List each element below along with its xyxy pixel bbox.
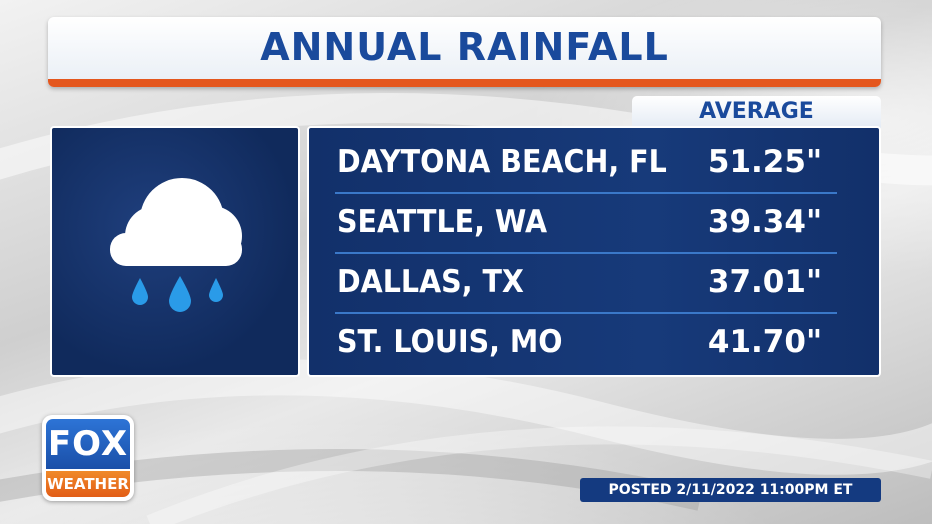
city-label: ST. LOUIS, MO: [337, 324, 563, 360]
table-row: ST. LOUIS, MO 41.70": [309, 314, 879, 374]
table-row: DALLAS, TX 37.01": [309, 254, 879, 314]
weather-icon-panel: [50, 126, 300, 377]
table-row: SEATTLE, WA 39.34": [309, 194, 879, 254]
rain-cloud-icon: [110, 178, 242, 312]
column-header-average: AVERAGE: [632, 96, 881, 128]
rainfall-value: 41.70": [707, 324, 823, 360]
posted-timestamp: POSTED 2/11/2022 11:00PM ET: [580, 478, 881, 502]
row-divider: [335, 312, 837, 314]
title-accent-stripe: [48, 79, 881, 87]
row-divider: [335, 252, 837, 254]
city-label: DAYTONA BEACH, FL: [337, 144, 667, 180]
city-label: DALLAS, TX: [337, 264, 524, 300]
rainfall-table: DAYTONA BEACH, FL 51.25" SEATTLE, WA 39.…: [307, 126, 881, 377]
fox-weather-logo: FOX WEATHER: [42, 415, 134, 501]
title-bar: ANNUAL RAINFALL: [48, 17, 881, 87]
table-row: DAYTONA BEACH, FL 51.25": [309, 134, 879, 194]
logo-weather-text: WEATHER: [46, 471, 130, 497]
rainfall-value: 39.34": [707, 204, 823, 240]
rainfall-value: 51.25": [707, 144, 823, 180]
rainfall-value: 37.01": [707, 264, 823, 300]
page-title: ANNUAL RAINFALL: [260, 25, 669, 69]
city-label: SEATTLE, WA: [337, 204, 548, 240]
row-divider: [335, 192, 837, 194]
logo-fox-text: FOX: [46, 419, 130, 469]
